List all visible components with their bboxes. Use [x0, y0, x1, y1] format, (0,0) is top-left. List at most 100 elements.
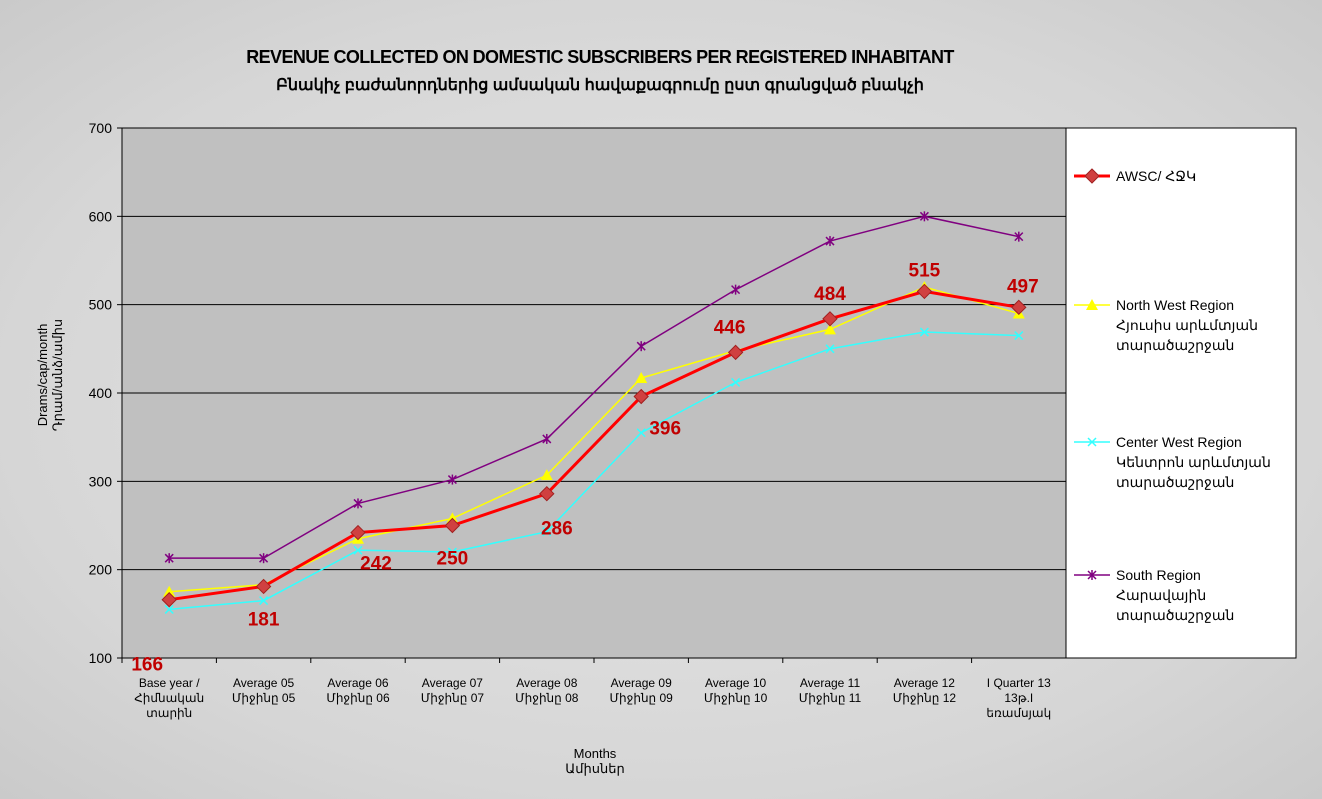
- diamond: [633, 388, 649, 405]
- data-label: 515: [909, 260, 941, 281]
- diamond: [916, 283, 933, 300]
- marker: [731, 377, 741, 387]
- x-tick-label: Average 06 Միջինը 06: [326, 676, 390, 705]
- marker: [1086, 299, 1098, 310]
- marker: [822, 311, 838, 327]
- x2: [353, 545, 363, 555]
- diamond: [727, 344, 744, 361]
- marker: [636, 428, 646, 438]
- marker: [916, 283, 933, 300]
- data-label: 181: [248, 609, 280, 630]
- x2: [1087, 437, 1097, 447]
- marker: [164, 604, 174, 614]
- marker: [447, 474, 457, 485]
- x2: [825, 344, 835, 354]
- y-tick-label: 500: [89, 297, 113, 313]
- marker: [825, 236, 835, 247]
- diamond: [444, 517, 461, 534]
- marker: [353, 545, 363, 555]
- y-tick-label: 600: [89, 208, 113, 224]
- legend-label: North West Region Հյուսիս արևմտյան տարած…: [1116, 297, 1258, 353]
- marker: [255, 578, 272, 595]
- marker: [919, 327, 929, 337]
- chart-title: REVENUE COLLECTED ON DOMESTIC SUBSCRIBER…: [246, 47, 954, 67]
- marker: [259, 596, 269, 606]
- diamond: [1084, 168, 1100, 184]
- marker: [919, 211, 929, 222]
- marker: [1011, 299, 1027, 316]
- data-label: 484: [814, 284, 846, 305]
- marker: [727, 344, 744, 361]
- series-line: [169, 286, 1020, 593]
- series-line: [169, 215, 1019, 559]
- legend-label: South Region Հարավային տարածաշրջան: [1116, 567, 1235, 623]
- y-tick-label: 700: [89, 120, 113, 136]
- y-tick-label: 400: [89, 385, 113, 401]
- marker: [825, 344, 835, 354]
- x-tick-label: Average 09 Միջինը 09: [609, 676, 673, 705]
- diamond: [255, 578, 272, 595]
- marker: [353, 498, 363, 509]
- data-label: 250: [437, 549, 469, 570]
- x2: [164, 604, 174, 614]
- series-line: [169, 331, 1019, 611]
- marker: [164, 553, 174, 564]
- x-tick-label: Average 05 Միջինը 05: [231, 676, 296, 705]
- marker: [1014, 331, 1024, 341]
- marker: [161, 591, 177, 608]
- legend-label: Center West Region Կենտրոն արևմտյան տարա…: [1116, 434, 1271, 490]
- y-tick-label: 100: [89, 650, 113, 666]
- marker: [1014, 231, 1024, 242]
- diamond: [1011, 299, 1027, 316]
- triangle: [824, 323, 836, 335]
- data-label: 497: [1007, 276, 1039, 297]
- marker: [731, 284, 741, 295]
- y-axis-label: Drams/cap/month Դրամ/անձ/ամիս: [35, 318, 65, 432]
- x2: [542, 527, 552, 537]
- chart-subtitle: Բնակիչ բաժանորդներից ամսական հավաքագրում…: [276, 77, 924, 94]
- data-label: 446: [714, 317, 746, 338]
- y-tick-label: 200: [89, 562, 113, 578]
- x2: [447, 547, 457, 557]
- marker: [539, 485, 555, 502]
- marker: [542, 433, 552, 444]
- data-label: 286: [541, 519, 573, 540]
- marker: [1087, 570, 1097, 580]
- data-label: 242: [360, 554, 392, 575]
- series-line: [168, 289, 1020, 602]
- marker: [824, 323, 836, 335]
- x2: [259, 596, 269, 606]
- x2: [636, 428, 646, 438]
- x-tick-label: Average 11 Միջինը 11: [798, 676, 862, 705]
- x-tick-label: I Quarter 13 13թ.I եռամսյակ: [986, 676, 1052, 720]
- marker: [635, 371, 648, 383]
- diamond: [161, 591, 177, 608]
- marker: [447, 547, 457, 557]
- x2: [919, 327, 929, 337]
- legend-box: [1065, 127, 1297, 659]
- marker: [633, 388, 649, 405]
- marker: [350, 524, 366, 541]
- y-tick-label: 300: [89, 473, 113, 489]
- marker: [540, 469, 553, 481]
- x-tick-label: Base year / Հիմնական տարին: [134, 676, 205, 720]
- diamond: [539, 485, 555, 502]
- data-label: 166: [131, 655, 163, 676]
- triangle: [1086, 299, 1098, 310]
- x-axis-label: Months Ամիսներ: [565, 746, 625, 776]
- marker: [542, 527, 552, 537]
- data-label: 396: [649, 419, 681, 440]
- x2: [1014, 331, 1024, 341]
- marker: [1084, 168, 1100, 184]
- x-tick-label: Average 12 Միջինը 12: [892, 676, 957, 705]
- marker: [636, 341, 646, 352]
- x-tick-label: Average 10 Միջինը 10: [703, 676, 768, 705]
- legend-label: AWSC/ ՀՋԿ: [1116, 168, 1197, 184]
- marker: [163, 585, 176, 597]
- triangle: [163, 585, 176, 597]
- marker: [259, 553, 269, 564]
- triangle: [540, 469, 553, 481]
- triangle: [635, 371, 648, 383]
